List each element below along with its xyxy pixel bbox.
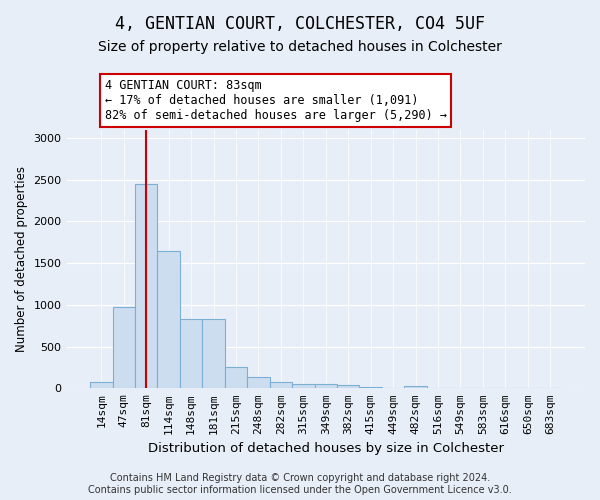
Bar xyxy=(157,250,180,388)
Bar xyxy=(404,386,427,388)
Text: Contains HM Land Registry data © Crown copyright and database right 2024.
Contai: Contains HM Land Registry data © Crown c… xyxy=(88,474,512,495)
Bar xyxy=(90,382,113,388)
Bar xyxy=(337,384,359,388)
Text: Size of property relative to detached houses in Colchester: Size of property relative to detached ho… xyxy=(98,40,502,54)
Bar xyxy=(314,384,337,388)
Bar xyxy=(292,384,314,388)
Bar xyxy=(247,378,269,388)
Bar xyxy=(180,319,202,388)
Bar xyxy=(359,386,382,388)
Y-axis label: Number of detached properties: Number of detached properties xyxy=(15,166,28,352)
Bar xyxy=(202,319,225,388)
Bar xyxy=(113,307,135,388)
Text: 4, GENTIAN COURT, COLCHESTER, CO4 5UF: 4, GENTIAN COURT, COLCHESTER, CO4 5UF xyxy=(115,15,485,33)
Bar xyxy=(269,382,292,388)
X-axis label: Distribution of detached houses by size in Colchester: Distribution of detached houses by size … xyxy=(148,442,504,455)
Bar xyxy=(135,184,157,388)
Bar xyxy=(225,366,247,388)
Text: 4 GENTIAN COURT: 83sqm
← 17% of detached houses are smaller (1,091)
82% of semi-: 4 GENTIAN COURT: 83sqm ← 17% of detached… xyxy=(104,79,446,122)
